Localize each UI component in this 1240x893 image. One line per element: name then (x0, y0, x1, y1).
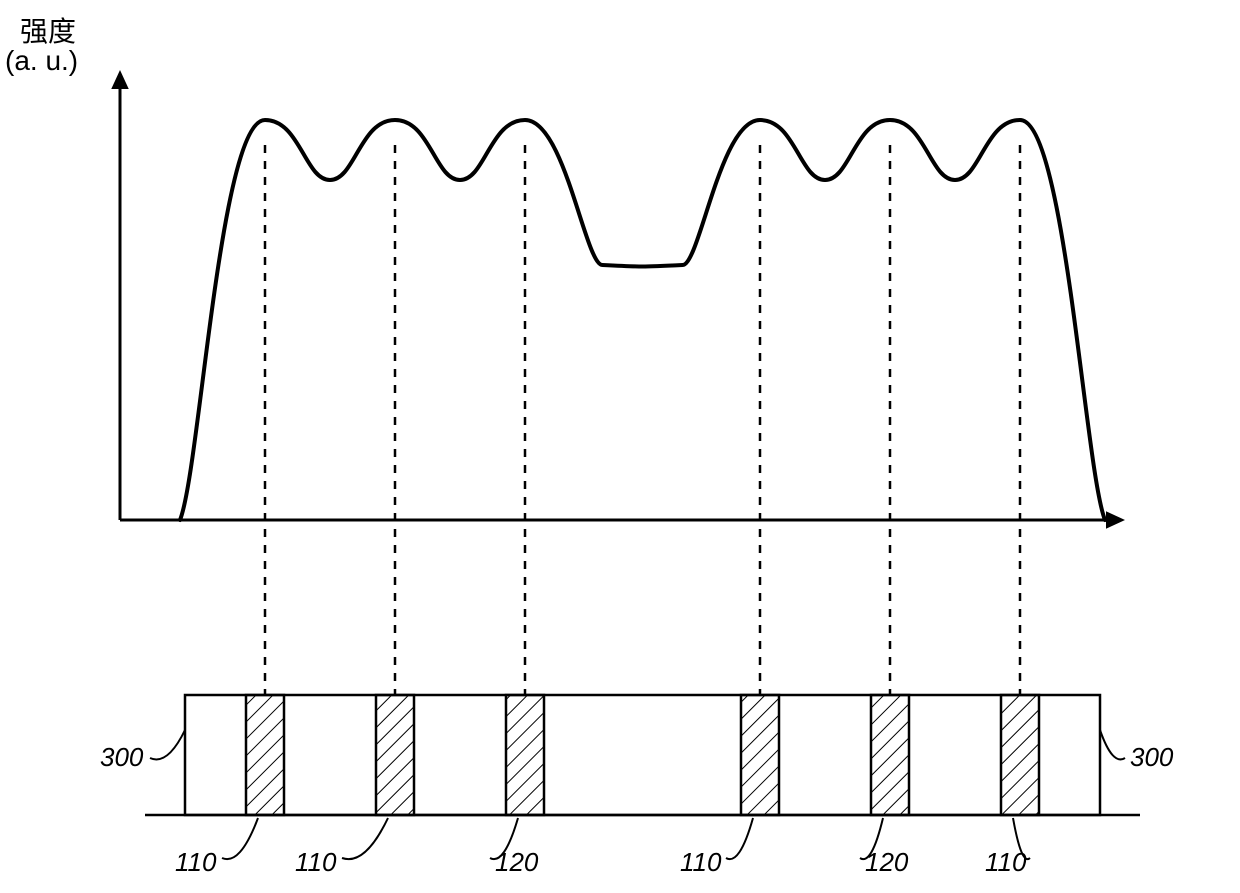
callout-leader (1100, 730, 1125, 759)
callout-leader (342, 818, 388, 859)
callout-label: 110 (680, 847, 721, 878)
callout-leader (726, 818, 753, 859)
diagram-svg (0, 0, 1240, 893)
callout-label: 120 (495, 847, 538, 878)
hatched-region (376, 695, 414, 815)
hatched-region (741, 695, 779, 815)
callout-label: 120 (865, 847, 908, 878)
hatched-region (246, 695, 284, 815)
callout-label: 110 (295, 847, 336, 878)
hatched-region (871, 695, 909, 815)
callout-label: 110 (175, 847, 216, 878)
diagram-container: 强度 (a. u.) 300300110110120110120110 (0, 0, 1240, 893)
x-axis-arrow (1106, 511, 1125, 529)
intensity-curve (180, 120, 1105, 520)
callout-label: 300 (1130, 742, 1173, 773)
hatched-region (506, 695, 544, 815)
callout-leader (222, 818, 258, 859)
callout-label: 300 (100, 742, 143, 773)
callout-leader (150, 730, 185, 759)
structure-outline (185, 695, 1100, 815)
callout-label: 110 (985, 847, 1026, 878)
hatched-region (1001, 695, 1039, 815)
y-axis-arrow (111, 70, 129, 89)
